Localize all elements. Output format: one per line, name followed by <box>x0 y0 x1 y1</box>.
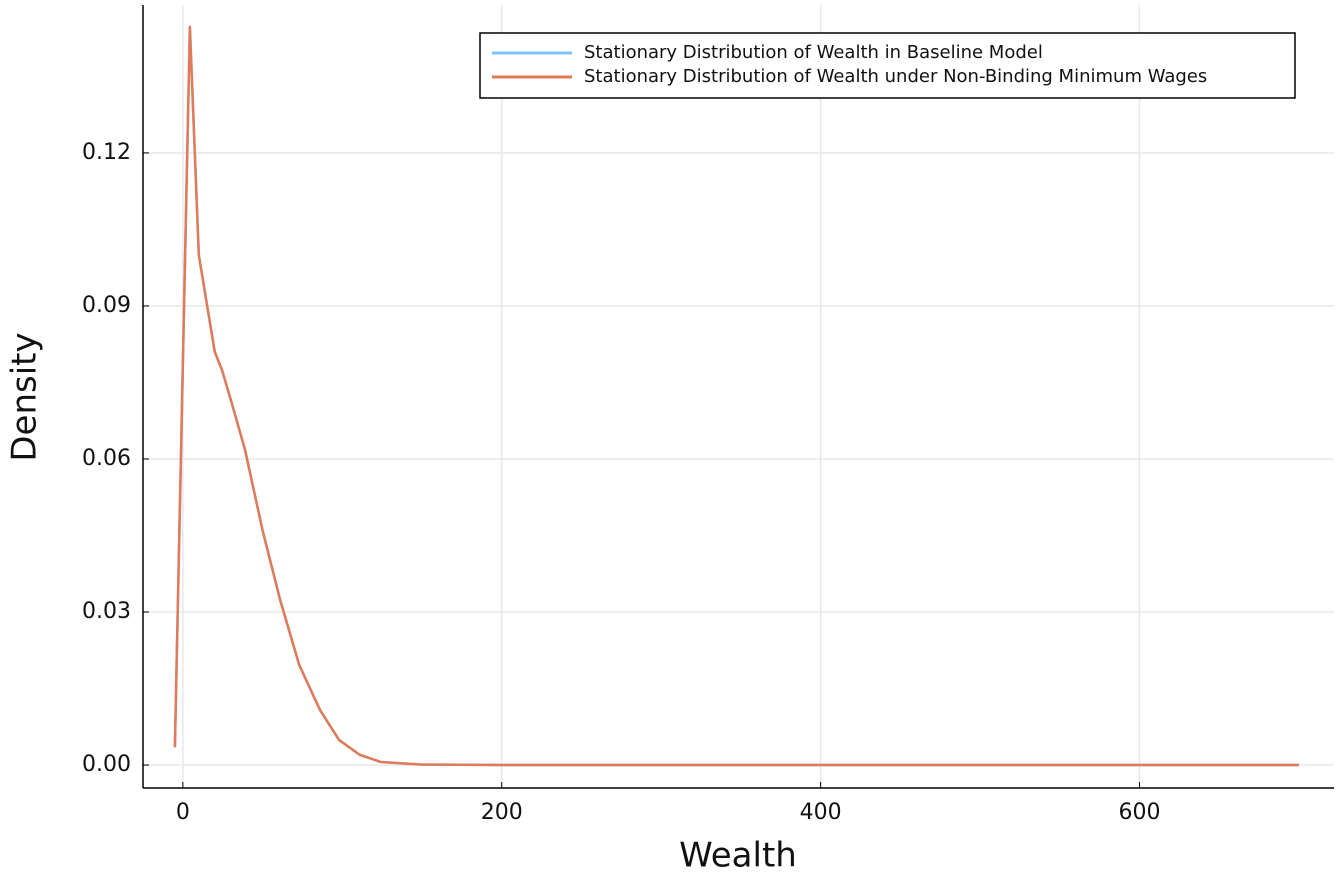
x-tick-label: 600 <box>1118 800 1160 825</box>
lines <box>173 25 1299 767</box>
y-tick-label: 0.09 <box>82 293 131 318</box>
series-line <box>173 25 1299 767</box>
y-tick-label: 0.03 <box>82 599 131 624</box>
legend-label: Stationary Distribution of Wealth in Bas… <box>584 42 1043 63</box>
legend: Stationary Distribution of Wealth in Bas… <box>492 42 1207 87</box>
y-tick-label: 0.06 <box>82 446 131 471</box>
x-tick-label: 400 <box>800 800 842 825</box>
legend-label: Stationary Distribution of Wealth under … <box>584 66 1207 87</box>
x-tick-label: 0 <box>176 800 190 825</box>
y-tick-label: 0.12 <box>82 140 131 165</box>
x-axis-label: Wealth <box>679 836 797 876</box>
x-tick-label: 200 <box>481 800 523 825</box>
y-axis-label: Density <box>5 332 45 461</box>
legend-box <box>479 32 1296 99</box>
y-tick-label: 0.00 <box>82 752 131 777</box>
